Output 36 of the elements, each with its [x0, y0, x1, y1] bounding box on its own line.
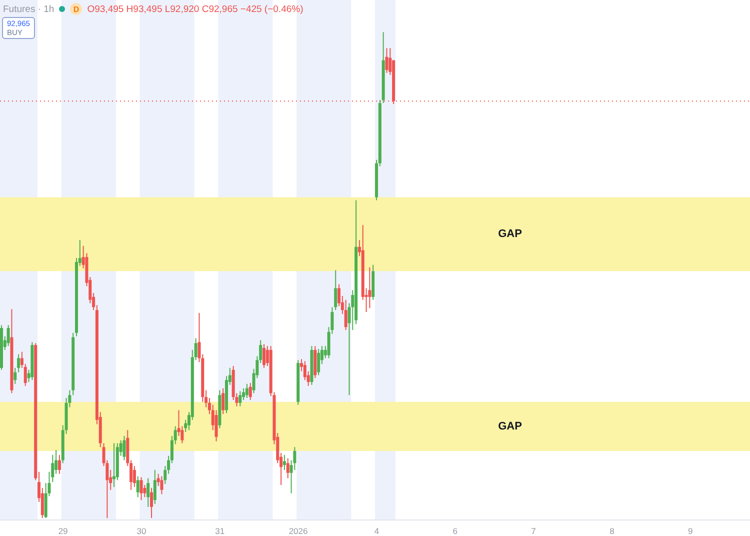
x-tick-label: 8 [610, 526, 615, 536]
candlestick [140, 476, 143, 501]
x-tick-label: 29 [58, 526, 68, 536]
x-tick-label: 2026 [288, 526, 308, 536]
candlestick [222, 388, 225, 415]
chart-title: Futures · 1h [3, 4, 54, 14]
candlestick [122, 435, 126, 461]
candlestick [262, 344, 266, 368]
candlestick [368, 266, 372, 309]
candlestick [58, 454, 61, 474]
x-tick-label: 31 [215, 526, 225, 536]
candlestick [344, 299, 348, 330]
candlestick [150, 487, 153, 519]
candlestick [248, 382, 252, 400]
candlestick [282, 454, 286, 470]
candlestick [334, 270, 338, 311]
x-tick-label: 9 [688, 526, 693, 536]
candlestick [317, 348, 320, 376]
candlestick [136, 476, 140, 498]
candlestick [286, 458, 290, 479]
candlestick [153, 469, 156, 504]
chart-subtitle: O93,495 H93,495 L92,920 C92,965 −425 (−0.46%) [87, 4, 304, 14]
candlestick [385, 48, 388, 74]
candlestick [17, 354, 20, 373]
candlestick [238, 390, 242, 407]
x-tick-label: 6 [452, 526, 458, 536]
candlestick [14, 367, 17, 384]
band-label: GAP [498, 420, 522, 432]
x-tick-label: 30 [136, 526, 146, 536]
candlestick [6, 324, 10, 347]
band-label: GAP [498, 228, 522, 240]
x-tick-label: 4 [374, 526, 380, 536]
candlestick [146, 478, 150, 508]
candlestick [245, 383, 248, 399]
x-tick-label: 7 [531, 526, 536, 536]
candlestick [160, 476, 164, 495]
